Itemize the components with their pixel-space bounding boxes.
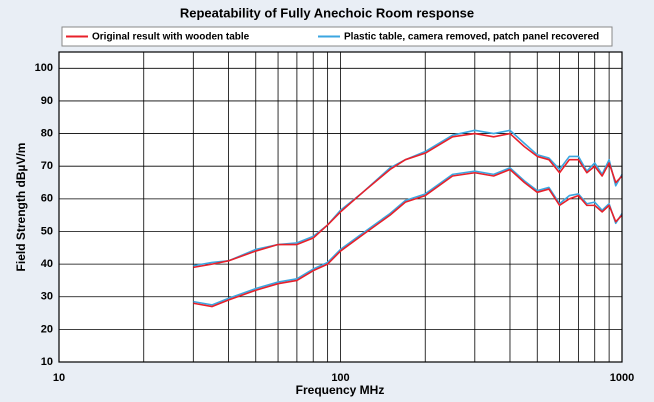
y-axis-label: Field Strength dBµV/m [14, 143, 28, 272]
y-tick-label: 40 [41, 258, 53, 270]
y-tick-label: 80 [41, 127, 53, 139]
y-tick-label: 100 [35, 62, 53, 74]
series-line [193, 129, 623, 267]
legend-label: Plastic table, camera removed, patch pan… [344, 32, 599, 43]
chart-title: Repeatability of Fully Anechoic Room res… [180, 5, 474, 20]
y-tick-label: 70 [41, 160, 53, 172]
x-tick-label: 100 [331, 372, 349, 384]
plot-border [58, 51, 623, 363]
legend-label: Original result with wooden table [92, 32, 250, 43]
series-line [193, 132, 623, 269]
series-line [193, 168, 623, 308]
x-tick-label: 1000 [610, 372, 634, 384]
y-tick-label: 90 [41, 95, 53, 107]
x-tick-label: 10 [53, 372, 65, 384]
x-axis-label: Frequency MHz [296, 383, 385, 397]
y-tick-label: 20 [41, 323, 53, 335]
y-tick-label: 60 [41, 193, 53, 205]
series-line [193, 167, 623, 306]
y-tick-label: 30 [41, 291, 53, 303]
y-tick-label: 50 [41, 225, 53, 237]
y-tick-label: 10 [41, 356, 53, 368]
